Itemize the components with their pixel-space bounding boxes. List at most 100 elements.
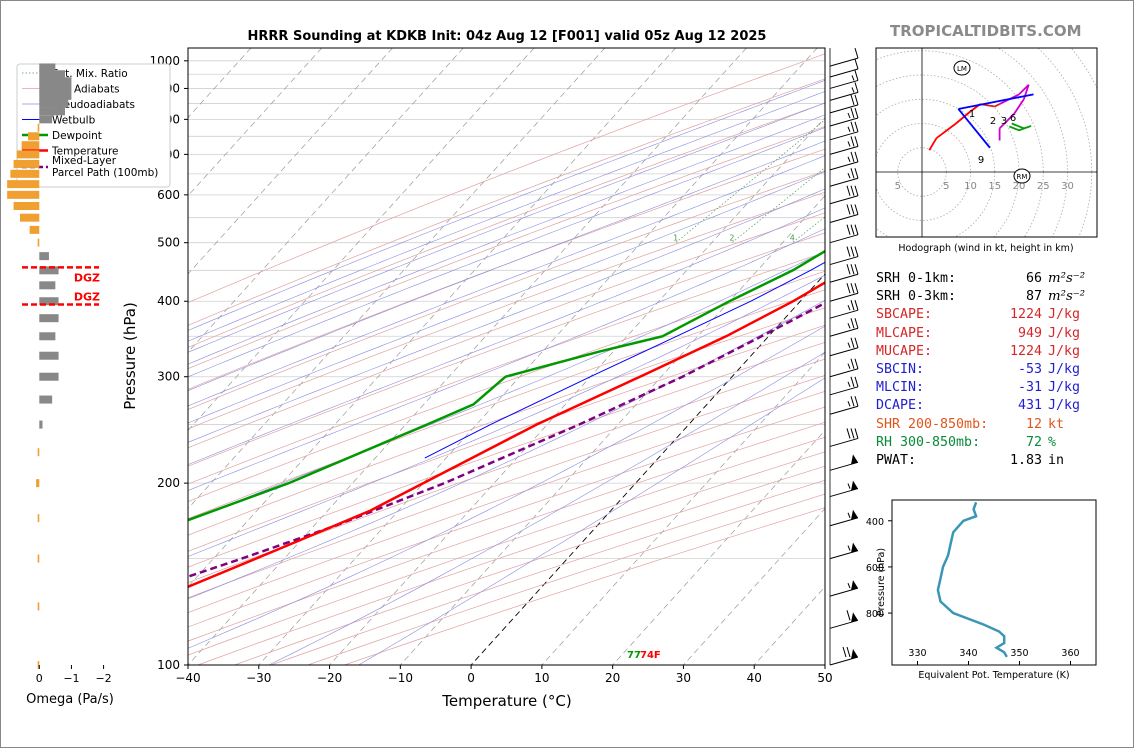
stat-row: SHR 200-850mb: 12 kt [876,416,1096,434]
isotherm-line [470,273,825,665]
omega-bar [28,132,40,141]
barb-half [847,342,851,348]
barb-staff [829,177,859,187]
wind-barb [829,58,859,78]
stat-label: MLCIN: [876,380,925,396]
stat-label: DCAPE: [876,398,925,414]
barb-full [854,107,859,119]
wind-barb [829,646,859,666]
wind-barb [829,47,859,67]
hodo-height-label: 2 [990,116,996,127]
legend-label-line: Mixed-Layer [52,155,117,167]
mixing-ratio-label: 36 [1008,234,1018,243]
mixing-ratio-line [969,48,1134,243]
pseudoadiabat [188,127,825,378]
wind-barb [829,542,859,560]
mixing-ratio-line [1013,48,1134,243]
wind-barb [829,264,859,283]
dry-adiabat [188,289,825,519]
legend-label: Wetbulb [52,115,96,127]
stat-label: MUCAPE: [876,343,933,359]
dry-adiabat [188,390,825,613]
theta-e-x-label: Equivalent Pot. Temperature (K) [918,670,1069,681]
hodo-ring-label: 5 [895,181,901,192]
omega-bar [13,202,40,211]
hodo-trace [1013,98,1025,115]
theta-e-frame [891,499,1097,666]
dry-adiabat [188,358,825,584]
stat-unit: m²s⁻² [1048,289,1086,305]
dry-adiabat [188,102,825,348]
stat-value: 72 [1025,434,1042,450]
barb-pennant [851,480,858,491]
stat-unit: kt [1048,416,1065,432]
wind-barb [829,70,859,89]
dry-adiabat [188,170,825,410]
temperature-line [188,281,825,589]
stat-row: MUCAPE: 1224 J/kg [876,343,1096,361]
pseudoadiabat [188,79,825,331]
barb-full [850,264,855,275]
x-tick-label: −40 [175,671,200,685]
barb-full [854,396,859,407]
wind-barb [829,454,859,471]
hodo-trace [955,110,972,125]
barb-staff [829,347,859,357]
x-tick-label: −20 [317,671,342,685]
wind-barb [829,94,859,114]
theta-e-x-tick-label: 360 [1061,648,1079,659]
stat-row: SBCIN: -53 J/kg [876,361,1096,379]
barb-half [847,512,851,518]
barb-full [850,121,855,132]
barb-half [847,545,851,551]
pseudoadiabat [188,325,825,649]
dry-adiabat [188,148,825,390]
hodo-ring-label: 5 [943,181,949,192]
barb-half [847,141,851,147]
pseudoadiabat [188,114,825,365]
stat-label: SRH 0-3km: [876,289,957,305]
barb-staff [829,619,859,629]
barb-staff [829,195,859,205]
barb-full [854,136,859,147]
theta-e-x-tick-label: 350 [1010,648,1028,659]
barb-half [851,75,855,81]
wind-barb [829,480,859,498]
y-tick-label: 400 [157,294,180,308]
barb-full [854,376,859,387]
mixing-ratio-label: 4 [790,234,795,243]
omega-bar [39,266,59,275]
wind-barb [829,107,859,127]
legend-label: Dewpoint [52,130,102,142]
omega-axis-label: Omega (Pa/s) [26,692,114,707]
barb-full [850,185,855,196]
barb-full [846,204,851,215]
hodo-trace [1008,122,1032,132]
stat-value: -31 [1017,380,1042,396]
pseudoadiabat [188,207,825,465]
mixing-ratio-line [879,48,1133,243]
omega-bar [21,141,40,150]
barb-full [850,396,855,407]
dry-adiabat [188,212,825,449]
isotherm-line [541,351,825,665]
barb-half [847,363,851,369]
barb-full [854,300,859,311]
omega-bar [39,372,59,381]
omega-bar [39,395,53,404]
stat-label: SBCIN: [876,361,925,377]
pseudoadiabat [188,155,825,407]
barb-full [854,337,859,348]
dry-adiabat [188,232,825,467]
barb-full [850,246,855,257]
barb-staff [829,68,859,78]
legend-label-line: Parcel Path (100mb) [52,167,158,179]
stat-row: SBCAPE: 1224 J/kg [876,306,1096,324]
theta-e-y-tick-label: 400 [866,517,884,528]
hodo-caption: Hodograph (wind in kt, height in km) [898,243,1073,254]
barb-half [847,112,851,119]
omega-bar [39,84,72,93]
omega-bar [39,420,43,429]
hodo-ring-label: 30 [1061,181,1074,192]
barb-full [850,376,855,387]
